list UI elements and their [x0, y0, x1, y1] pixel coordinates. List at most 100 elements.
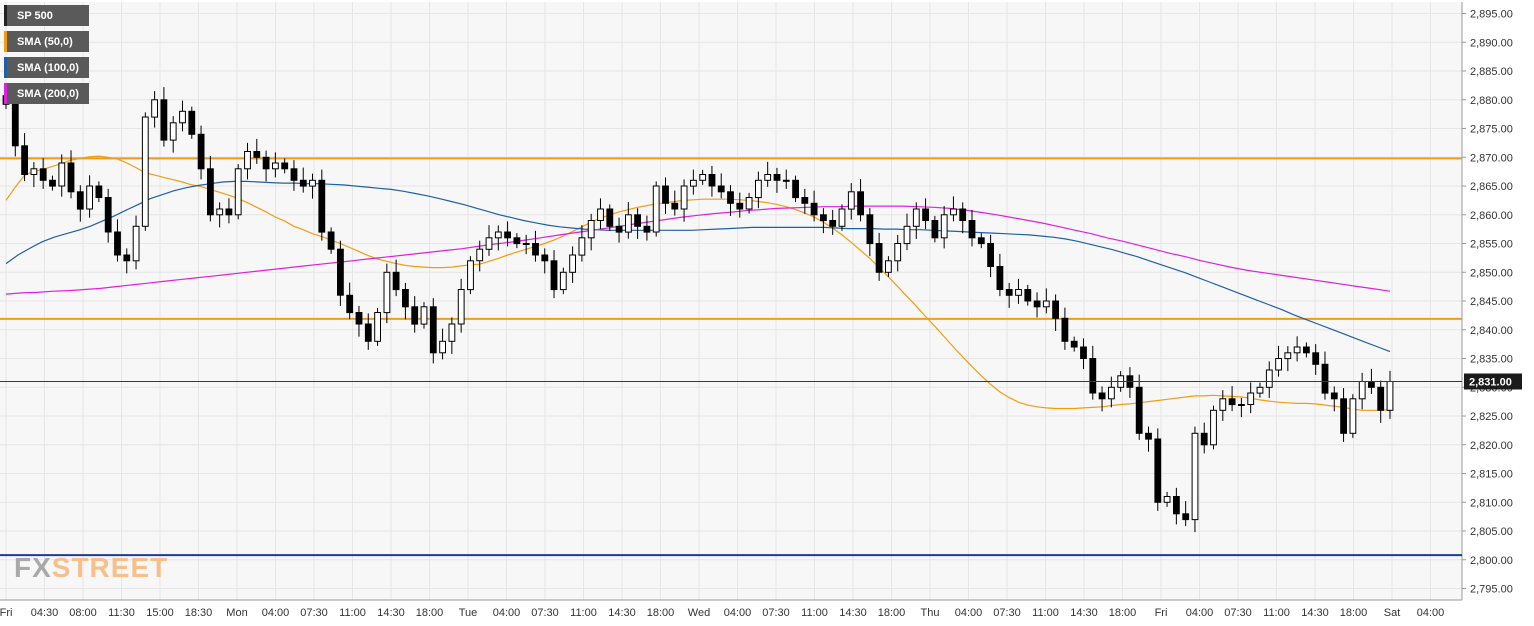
candle-body [114, 231, 121, 256]
legend-item-sma100[interactable]: SMA (100,0) [4, 57, 89, 78]
candle-body [1098, 392, 1106, 400]
candle-body [885, 260, 892, 273]
legend-item-sp500[interactable]: SP 500 [4, 5, 89, 26]
candle-body [615, 225, 623, 233]
x-tick-label: 08:00 [69, 607, 97, 619]
candle-body [1015, 289, 1022, 296]
candle-body [1005, 289, 1013, 296]
candle-body [1247, 392, 1255, 405]
candle-body [429, 306, 437, 354]
candle-body [652, 185, 660, 233]
candle-body [1275, 358, 1282, 371]
x-tick-label: 11:00 [801, 607, 828, 619]
x-tick-label: 11:00 [570, 607, 597, 619]
current-price-label: 2,831.00 [1469, 377, 1512, 389]
candle-body [810, 202, 818, 216]
legend-swatch [4, 5, 7, 26]
candle-body [374, 312, 382, 342]
candle-body [662, 185, 669, 204]
candle-body [773, 174, 781, 181]
legend-label: SMA (100,0) [17, 61, 79, 74]
x-tick-label: 04:30 [31, 607, 59, 619]
candle-body [123, 254, 131, 262]
candle-body [940, 214, 948, 239]
candle-body [402, 289, 409, 308]
candle-body [281, 162, 289, 170]
x-tick-label: Tue [459, 607, 478, 619]
x-tick-label: 15:00 [146, 607, 174, 619]
candle-body [587, 220, 595, 239]
x-tick-label: 07:30 [531, 607, 559, 619]
legend-item-sma200[interactable]: SMA (200,0) [4, 83, 89, 104]
candle-body [1340, 398, 1347, 434]
x-tick-label: 07:30 [300, 607, 328, 619]
candle-body [67, 162, 75, 193]
y-tick-label: 2,835.00 [1470, 354, 1513, 366]
candle-body [1265, 369, 1273, 388]
candle-body [58, 162, 66, 187]
legend-label: SMA (50,0) [17, 35, 73, 48]
x-tick-label: 11:00 [1263, 607, 1290, 619]
candle-body [680, 185, 688, 210]
y-tick-label: 2,865.00 [1470, 181, 1513, 193]
candle-body [1386, 381, 1394, 411]
candle-body [448, 323, 456, 342]
x-tick-label: 18:00 [416, 607, 444, 619]
x-tick-label: 04:00 [493, 607, 521, 619]
x-tick-label: Wed [688, 607, 710, 619]
candle-body [1135, 386, 1143, 434]
x-tick-label: Fri [0, 607, 12, 619]
y-tick-label: 2,880.00 [1470, 95, 1513, 107]
candle-body [922, 208, 930, 221]
candle-body [959, 208, 967, 221]
candle-body [1108, 386, 1115, 400]
sma-line [5, 205, 1391, 295]
candle-body [532, 243, 539, 256]
x-tick-label: 14:30 [377, 607, 405, 619]
candle-body [968, 220, 976, 239]
legend-item-sma50[interactable]: SMA (50,0) [4, 31, 89, 52]
y-tick-label: 2,895.00 [1470, 9, 1513, 21]
candle-body [950, 208, 957, 216]
y-tick-label: 2,840.00 [1470, 325, 1513, 337]
y-tick-label: 2,825.00 [1470, 411, 1513, 423]
candle-body [1349, 398, 1357, 434]
candle-body [392, 271, 400, 291]
x-tick-label: 18:00 [1109, 607, 1137, 619]
candle-body [801, 197, 809, 204]
candle-body [494, 231, 502, 239]
candle-body [1033, 300, 1041, 308]
candle-body [1330, 392, 1338, 400]
candle-body [216, 208, 224, 216]
candle-body [1182, 513, 1190, 521]
candle-body [838, 208, 846, 227]
candle-body [755, 179, 762, 199]
x-tick-label: 14:30 [1070, 607, 1098, 619]
x-tick-label: 07:30 [762, 607, 790, 619]
candle-body [244, 151, 251, 170]
candle-body [225, 208, 233, 216]
y-tick-label: 2,860.00 [1470, 210, 1513, 222]
x-tick-label: 18:00 [647, 607, 675, 619]
candle-body [1070, 340, 1078, 348]
candle-body [1052, 300, 1059, 319]
candle-body [327, 231, 335, 250]
candle-body [792, 179, 800, 199]
candle-body [290, 168, 298, 181]
candle-body [1219, 398, 1227, 411]
candle-body [931, 220, 939, 239]
candle-body [903, 225, 911, 245]
y-tick-label: 2,805.00 [1470, 526, 1513, 538]
candle-body [847, 191, 855, 210]
candle-body [606, 208, 614, 227]
candle-body [30, 168, 38, 176]
candle-body [160, 99, 168, 141]
y-tick-label: 2,870.00 [1470, 152, 1513, 164]
x-tick-label: 04:00 [724, 607, 752, 619]
candle-body [643, 225, 651, 233]
candle-body [717, 185, 725, 193]
y-tick-label: 2,890.00 [1470, 37, 1513, 49]
candle-body [829, 220, 837, 227]
